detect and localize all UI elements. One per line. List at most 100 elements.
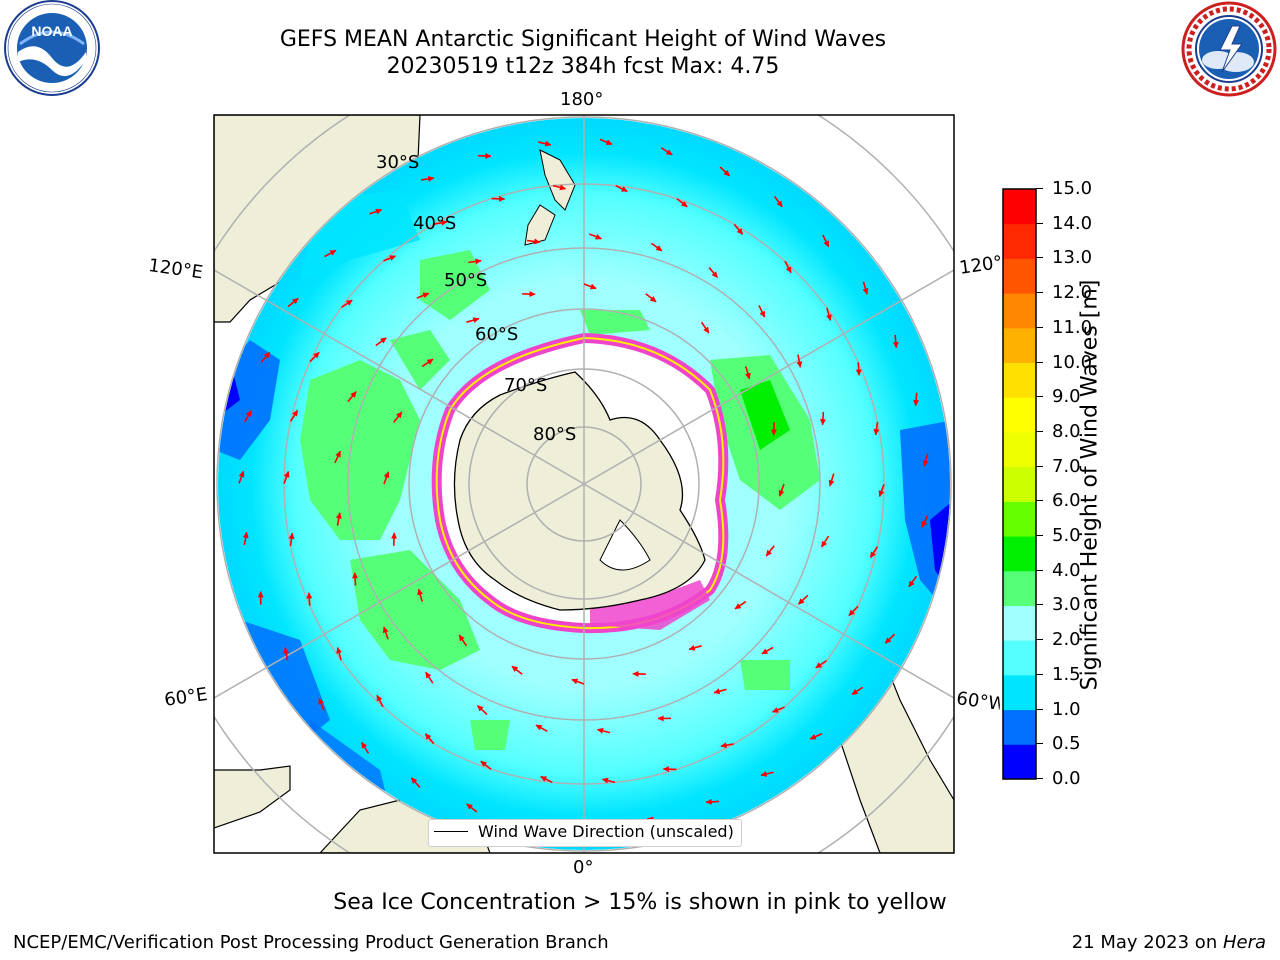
wave-direction-arrowhead	[785, 266, 792, 274]
wave-direction-arrowhead	[922, 459, 929, 467]
wave-direction-arrowhead	[395, 411, 403, 419]
wave-direction-arrowhead	[798, 598, 805, 605]
sea-ice-note: Sea Ice Concentration > 15% is shown in …	[333, 890, 947, 915]
wave-direction-arrowhead	[335, 450, 341, 458]
wave-direction-arrowhead	[771, 707, 779, 713]
wave-direction-arrowhead	[318, 697, 324, 705]
colorbar-tick-label: 0.0	[1052, 768, 1081, 789]
wave-direction-arrowhead	[288, 532, 295, 540]
wave-direction-arrowhead	[257, 591, 264, 598]
wave-direction-arrowhead	[809, 733, 817, 740]
lat-label-30s: 30°S	[376, 152, 420, 173]
colorbar-tick-mark	[1036, 500, 1043, 502]
wave-direction-arrowhead	[238, 470, 245, 478]
wave-direction-arrowhead	[283, 470, 290, 478]
wave-direction-arrowhead	[477, 705, 484, 712]
wave-direction-arrowhead	[826, 314, 832, 321]
wave-direction-arrowhead	[389, 255, 397, 261]
wave-direction-arrowhead	[908, 580, 915, 588]
map-legend	[428, 819, 742, 847]
wave-direction-arrowhead	[649, 295, 657, 303]
wave-direction-arrowhead	[361, 741, 368, 749]
longitude-grid	[214, 115, 954, 853]
colorbar-segment	[1003, 431, 1036, 468]
wave-direction-arrowhead	[441, 219, 448, 226]
colorbar-tick-mark	[1036, 361, 1043, 363]
wave-direction-arrowhead	[345, 299, 353, 306]
wave-direction-arrowhead	[329, 250, 337, 256]
wave-direction-arrowhead	[313, 351, 320, 359]
colorbar-segment	[1003, 397, 1036, 433]
wave-direction-arrowhead	[765, 549, 773, 557]
wave-direction-arrowhead	[383, 471, 390, 479]
wave-direction-arrowhead	[306, 592, 313, 599]
wave-direction-arrowhead	[336, 647, 342, 654]
wave-direction-arrowhead	[391, 532, 398, 539]
wave-direction-arrowhead	[744, 372, 751, 380]
wave-direction-arrowhead	[657, 715, 664, 722]
colorbar	[1002, 188, 1037, 780]
wave-direction-arrowhead	[862, 287, 869, 295]
noaa-logo-text: NOAA	[31, 23, 72, 39]
colorbar-segment	[1003, 709, 1036, 745]
wave-direction-arrowhead	[736, 228, 743, 235]
wave-direction-arrowhead	[913, 399, 920, 407]
footer-branch: NCEP/EMC/Verification Post Processing Pr…	[13, 932, 609, 953]
wave-direction-arrowhead	[426, 358, 434, 365]
colorbar-segment	[1003, 466, 1036, 502]
colorbar-tick-label: 9.0	[1052, 386, 1081, 408]
map-frame	[213, 114, 955, 854]
wave-direction-arrowhead	[796, 361, 803, 368]
wave-direction-arrowhead	[761, 648, 769, 655]
wave-direction-arrowhead	[760, 771, 768, 777]
wave-direction-arrowhead	[776, 200, 783, 208]
wave-direction-arrowhead	[335, 512, 342, 519]
madagascar-land	[214, 765, 291, 829]
colorbar-tick-label: 2.0	[1052, 629, 1081, 651]
wave-direction-arrowhead	[511, 665, 519, 673]
wave-direction-arrowhead	[821, 540, 828, 548]
wave-direction-arrowhead	[379, 337, 387, 344]
lat-label-60s: 60°S	[475, 324, 519, 345]
wave-direction-arrowhead	[458, 634, 465, 642]
colorbar-tick-label: 3.0	[1052, 594, 1081, 616]
wave-direction-arrowhead	[662, 766, 670, 773]
colorbar-tick-mark	[1036, 639, 1043, 641]
lat-label-50s: 50°S	[444, 270, 488, 291]
wave-direction-arrowhead	[705, 798, 712, 805]
lat-label-40s: 40°S	[413, 213, 457, 234]
wave-direction-arrowhead	[375, 208, 383, 215]
wave-direction-arrowhead	[529, 291, 536, 298]
wave-direction-arrowhead	[533, 238, 541, 245]
wave-direction-arrowhead	[828, 479, 835, 487]
chart-title: GEFS MEAN Antarctic Significant Height o…	[279, 27, 887, 52]
chart-subtitle-run-info: 20230519 t12z 384h fcst Max: 4.75	[386, 54, 780, 79]
wave-direction-arrowhead	[734, 603, 742, 610]
wave-direction-arrowhead	[770, 429, 777, 436]
colorbar-tick-mark	[1036, 465, 1043, 467]
wave-direction-arrowhead	[680, 200, 688, 208]
colorbar-tick-mark	[1036, 708, 1043, 710]
wave-direction-arrowhead	[283, 647, 290, 654]
colorbar-tick-label: 7.0	[1052, 455, 1081, 477]
colorbar-segment	[1003, 258, 1036, 294]
wave-direction-arrowhead	[655, 245, 663, 252]
wave-direction-arrowhead	[245, 410, 252, 418]
colorbar-tick-label: 10.0	[1052, 351, 1093, 373]
wave-direction-arrowhead	[720, 742, 727, 749]
colorbar-tick-label: 0.5	[1052, 733, 1081, 755]
colorbar-tick-mark	[1036, 222, 1043, 224]
colorbar-segment	[1003, 189, 1036, 225]
wave-direction-arrowhead	[601, 777, 609, 784]
colorbar-segment	[1003, 605, 1036, 641]
colorbar-tick-label: 1.5	[1052, 663, 1081, 685]
legend-line-swatch	[434, 831, 468, 832]
colorbar-segment	[1003, 536, 1036, 572]
wave-direction-arrowhead	[382, 626, 389, 634]
wave-direction-arrowhead	[759, 310, 765, 318]
wave-direction-arrowhead	[540, 776, 548, 782]
wave-direction-arrowhead	[263, 351, 271, 359]
wave-direction-arrowhead	[921, 520, 928, 528]
wave-direction-arrowhead	[723, 169, 731, 177]
wave-direction-arrowhead	[711, 271, 718, 278]
